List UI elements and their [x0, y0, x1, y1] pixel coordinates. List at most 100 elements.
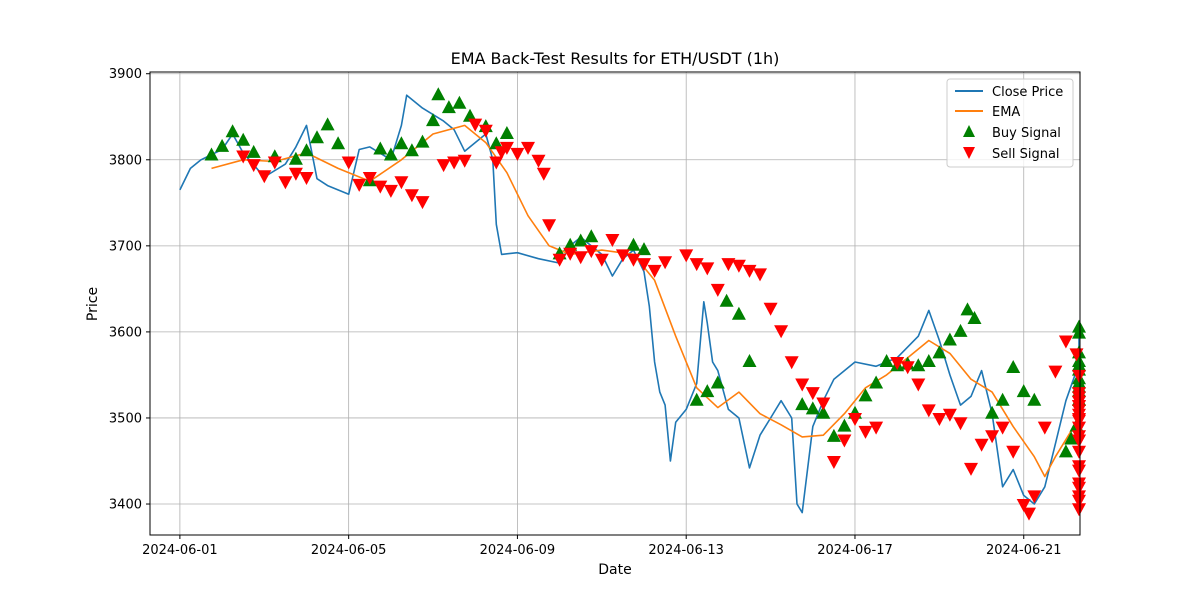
buy-signal-marker [731, 306, 746, 320]
x-tick-label: 2024-06-09 [480, 543, 556, 558]
sell-signal-marker [383, 184, 398, 198]
sell-signal-marker [447, 156, 462, 170]
sell-signal-marker [637, 258, 651, 272]
buy-signal-marker [869, 375, 884, 389]
buy-signal-marker [404, 143, 419, 157]
sell-signal-marker [774, 325, 789, 339]
buy-signal-marker [1016, 384, 1031, 398]
buy-signal-marker [921, 354, 936, 367]
buy-signal-marker [225, 124, 240, 138]
buy-signal-marker [584, 229, 599, 243]
sell-signal-marker [584, 245, 599, 259]
sell-signal-marker [1072, 421, 1086, 435]
buy-signal-marker [452, 95, 467, 109]
sell-signal-marker [1072, 494, 1086, 508]
sell-signal-marker [964, 462, 978, 476]
sell-signal-marker [1058, 335, 1073, 349]
buy-signal-marker [700, 384, 715, 398]
sell-signal-marker [921, 404, 936, 418]
sell-signal-marker [352, 178, 367, 192]
buy-signal-marker [837, 418, 852, 432]
buy-signal-marker [236, 132, 251, 146]
sell-signal-marker [594, 253, 609, 267]
buy-signal-marker [426, 113, 440, 127]
sell-signal-marker [1048, 365, 1063, 379]
sell-signal-marker [415, 196, 430, 210]
plot-series [179, 87, 1086, 521]
sell-signal-marker [742, 264, 757, 278]
sell-signal-marker [995, 421, 1010, 435]
y-tick-label: 3900 [109, 67, 142, 82]
sell-signal-marker [362, 172, 377, 185]
y-tick-label: 3600 [109, 325, 142, 340]
buy-signal-marker [1027, 392, 1042, 406]
sell-signal-marker [1072, 387, 1086, 401]
legend-buy-marker [963, 125, 975, 137]
sell-signal-marker [341, 156, 356, 170]
buy-signal-marker [431, 87, 446, 101]
sell-signal-marker [784, 356, 799, 370]
sell-signal-marker [826, 456, 841, 469]
sell-signal-marker [1072, 400, 1086, 414]
sell-signal-marker [731, 259, 746, 273]
sell-signal-marker [953, 417, 968, 431]
buy-signal-marker [742, 354, 757, 367]
sell-signal-marker [457, 154, 472, 168]
sell-signal-marker [869, 421, 884, 435]
buy-signal-marker [331, 136, 346, 150]
buy-signal-marker [310, 130, 324, 144]
sell-signal-marker [489, 156, 504, 170]
buy-signal-marker [960, 302, 975, 316]
sell-signal-marker [721, 258, 736, 272]
x-tick-label: 2024-06-05 [311, 543, 387, 558]
buy-signal-marker [288, 151, 303, 165]
sell-signal-marker [373, 180, 388, 194]
sell-signal-marker [985, 430, 1000, 444]
sell-signal-marker [236, 150, 251, 164]
sell-signal-marker [1072, 481, 1086, 495]
buy-signal-marker [911, 358, 926, 372]
y-axis-label: Price [85, 287, 101, 321]
buy-signal-marker [932, 345, 947, 359]
plot-frame [149, 71, 1081, 536]
x-axis-label: Date [598, 562, 631, 578]
y-tick-label: 3500 [109, 411, 142, 426]
sell-signal-marker [1027, 490, 1042, 504]
x-tick-label: 2024-06-17 [817, 543, 893, 558]
buy-signal-marker [299, 143, 314, 157]
sell-signal-marker [615, 249, 630, 263]
buy-signal-marker [441, 100, 456, 114]
sell-signal-marker [1016, 499, 1031, 512]
sell-signal-marker [689, 258, 704, 272]
sell-signal-marker [816, 397, 831, 411]
sell-signal-marker [542, 219, 557, 233]
buy-signal-marker [967, 311, 982, 324]
y-tick-label: 3700 [109, 239, 142, 254]
sell-signal-marker [1022, 507, 1036, 521]
buy-signal-marker [637, 242, 651, 256]
buy-signal-marker [858, 388, 873, 402]
sell-signal-marker [848, 413, 862, 426]
x-tick-label: 2024-06-21 [986, 543, 1062, 558]
buy-signal-marker [489, 136, 504, 150]
sell-signal-marker [1072, 503, 1086, 517]
buy-signal-marker [942, 332, 957, 346]
buy-signal-marker [1072, 325, 1086, 339]
sell-signal-marker [299, 172, 314, 185]
legend-box [946, 78, 1074, 168]
sell-signal-marker [246, 159, 261, 173]
sell-signal-marker [900, 361, 915, 375]
sell-signal-marker [1037, 421, 1052, 435]
sell-signal-marker [436, 159, 451, 173]
sell-signal-marker [647, 264, 662, 278]
sell-signal-marker [510, 147, 525, 161]
buy-signal-marker [415, 134, 430, 148]
sell-signal-marker [521, 141, 535, 155]
sell-signal-marker [1072, 430, 1086, 444]
legend-buy-label: Buy Signal [992, 126, 1061, 141]
sell-signal-marker [1072, 413, 1086, 426]
sell-signal-marker [531, 154, 546, 168]
buy-signal-marker [805, 401, 820, 415]
sell-signal-marker [942, 408, 957, 422]
